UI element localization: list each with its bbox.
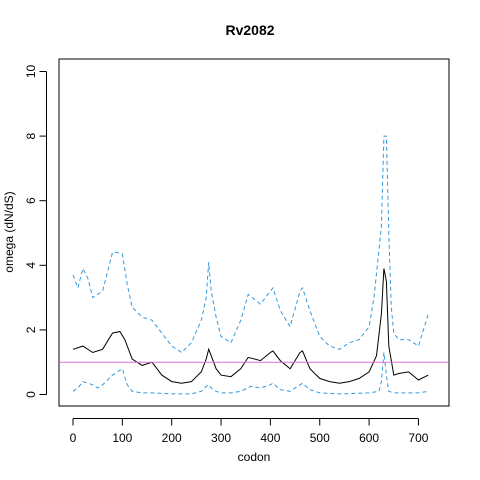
y-tick-label: 4 (24, 262, 38, 269)
x-axis: 0 100 200 300 400 500 600 700 (70, 418, 429, 445)
x-tick-label: 400 (260, 431, 280, 445)
y-tick-label: 8 (24, 132, 38, 139)
y-tick-label: 0 (24, 391, 38, 398)
x-tick-label: 500 (310, 431, 330, 445)
x-tick-label: 0 (70, 431, 77, 445)
y-tick-label: 10 (24, 65, 38, 79)
series-estimate-line (72, 268, 429, 384)
x-axis-label: codon (238, 450, 271, 464)
series-lower-line (72, 352, 429, 395)
chart-title: Rv2082 (225, 22, 274, 38)
x-tick-label: 700 (408, 431, 428, 445)
plot-frame (58, 58, 450, 407)
y-axis: 0 2 4 6 8 10 (24, 65, 47, 398)
y-tick-label: 2 (24, 326, 38, 333)
x-tick-label: 600 (359, 431, 379, 445)
plot-area (59, 135, 449, 395)
series-upper-line (72, 135, 429, 354)
y-tick-label: 6 (24, 197, 38, 204)
x-tick-label: 100 (112, 431, 132, 445)
y-axis-label: omega (dN/dS) (2, 191, 16, 272)
x-tick-label: 300 (211, 431, 231, 445)
x-tick-label: 200 (162, 431, 182, 445)
